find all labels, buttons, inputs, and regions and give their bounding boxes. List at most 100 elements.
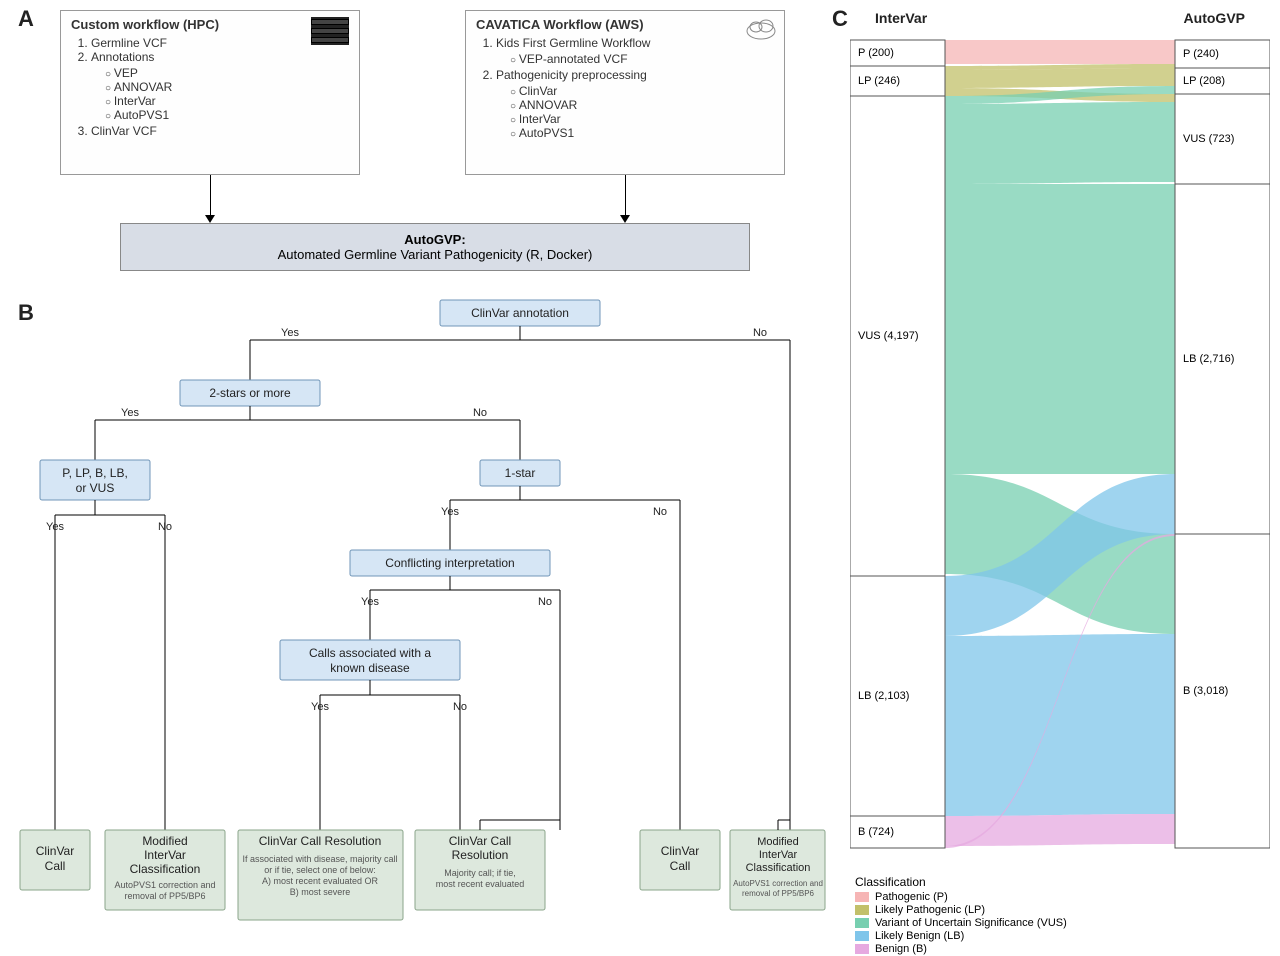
sankey-node-label: LB (2,716) bbox=[1179, 184, 1266, 534]
workflow-item: ClinVar VCF bbox=[91, 124, 349, 138]
sankey-node-label: P (200) bbox=[854, 40, 941, 66]
leaf-clinvar-call-2: ClinVar Call bbox=[640, 830, 720, 890]
leaf-clinvar-call-1: ClinVar Call bbox=[20, 830, 90, 890]
panel-label-c: C bbox=[832, 6, 848, 32]
svg-text:Call: Call bbox=[670, 859, 691, 873]
node-clinvar-annotation: ClinVar annotation bbox=[440, 300, 600, 326]
svg-text:Yes: Yes bbox=[361, 596, 379, 608]
node-plp: P, LP, B, LB, or VUS bbox=[40, 460, 150, 500]
custom-workflow-list: Germline VCFAnnotationsVEPANNOVARInterVa… bbox=[77, 36, 349, 138]
connector-right bbox=[625, 175, 626, 215]
svg-text:or VUS: or VUS bbox=[76, 481, 115, 495]
workflow-subitem: ClinVar bbox=[510, 84, 774, 98]
sankey-flow bbox=[945, 634, 1175, 816]
sankey-node-label: VUS (723) bbox=[1179, 94, 1266, 184]
connector-left bbox=[210, 175, 211, 215]
svg-text:Majority call; if tie,: Majority call; if tie, bbox=[444, 868, 516, 878]
svg-text:InterVar: InterVar bbox=[144, 848, 186, 862]
svg-text:ClinVar: ClinVar bbox=[661, 844, 699, 858]
svg-text:Yes: Yes bbox=[441, 506, 459, 518]
svg-text:removal of PP5/BP6: removal of PP5/BP6 bbox=[742, 889, 815, 898]
sankey-flow bbox=[945, 184, 1175, 474]
flowchart: ClinVar annotation Yes No 2-stars or mor… bbox=[0, 290, 830, 950]
node-2stars: 2-stars or more bbox=[180, 380, 320, 406]
autogvp-title: AutoGVP: bbox=[133, 232, 737, 247]
svg-text:AutoPVS1 correction and: AutoPVS1 correction and bbox=[114, 880, 215, 890]
svg-text:AutoPVS1 correction and: AutoPVS1 correction and bbox=[733, 879, 823, 888]
workflow-subitem: InterVar bbox=[105, 94, 349, 108]
sankey-flow bbox=[945, 102, 1175, 184]
svg-text:P, LP, B, LB,: P, LP, B, LB, bbox=[62, 466, 128, 480]
sankey-diagram: InterVar AutoGVP P (200)LP (246)VUS (4,1… bbox=[850, 10, 1270, 880]
workflow-item: Pathogenicity preprocessingClinVarANNOVA… bbox=[496, 68, 774, 140]
sankey-node-label: LB (2,103) bbox=[854, 576, 941, 816]
legend-label: Benign (B) bbox=[875, 943, 927, 955]
svg-text:ClinVar Call Resolution: ClinVar Call Resolution bbox=[259, 834, 382, 848]
sankey-flow bbox=[945, 40, 1175, 64]
svg-text:most recent evaluated: most recent evaluated bbox=[436, 879, 525, 889]
legend-label: Likely Benign (LB) bbox=[875, 930, 964, 942]
svg-text:No: No bbox=[538, 596, 552, 608]
sankey-node-label: B (3,018) bbox=[1179, 534, 1266, 848]
workflow-item: AnnotationsVEPANNOVARInterVarAutoPVS1 bbox=[91, 50, 349, 122]
legend-swatch bbox=[855, 892, 869, 902]
legend-item: Likely Benign (LB) bbox=[855, 930, 1067, 942]
leaf-clinvar-resolution-2: ClinVar Call Resolution Majority call; i… bbox=[415, 830, 545, 910]
svg-text:Yes: Yes bbox=[46, 521, 64, 533]
arrow-right bbox=[620, 215, 630, 223]
svg-text:Yes: Yes bbox=[281, 327, 299, 339]
sankey-flow bbox=[945, 68, 1175, 88]
sankey-node-label: B (724) bbox=[854, 816, 941, 848]
svg-text:Modified: Modified bbox=[142, 834, 187, 848]
node-conflicting: Conflicting interpretation bbox=[350, 550, 550, 576]
cavatica-workflow-title: CAVATICA Workflow (AWS) bbox=[476, 17, 774, 32]
legend-label: Likely Pathogenic (LP) bbox=[875, 904, 985, 916]
svg-text:No: No bbox=[453, 701, 467, 713]
cavatica-workflow-box: CAVATICA Workflow (AWS) Kids First Germl… bbox=[465, 10, 785, 175]
svg-text:ClinVar Call: ClinVar Call bbox=[449, 834, 511, 848]
custom-workflow-title: Custom workflow (HPC) bbox=[71, 17, 349, 32]
svg-text:Yes: Yes bbox=[311, 701, 329, 713]
svg-text:Resolution: Resolution bbox=[452, 848, 509, 862]
svg-text:No: No bbox=[473, 407, 487, 419]
custom-workflow-box: Custom workflow (HPC) Germline VCFAnnota… bbox=[60, 10, 360, 175]
svg-text:Modified: Modified bbox=[757, 836, 799, 848]
svg-text:No: No bbox=[653, 506, 667, 518]
legend-swatch bbox=[855, 918, 869, 928]
workflow-subitem: ANNOVAR bbox=[105, 80, 349, 94]
svg-text:No: No bbox=[753, 327, 767, 339]
leaf-modified-intervar-1: Modified InterVar Classification AutoPVS… bbox=[105, 830, 225, 910]
workflow-subitem: InterVar bbox=[510, 112, 774, 126]
sankey-node-label: LP (208) bbox=[1179, 68, 1266, 94]
sankey-node-label: VUS (4,197) bbox=[854, 96, 941, 576]
svg-text:Call: Call bbox=[45, 859, 66, 873]
svg-text:B) most severe: B) most severe bbox=[290, 887, 351, 897]
svg-text:known disease: known disease bbox=[330, 661, 410, 675]
svg-text:A) most recent evaluated OR: A) most recent evaluated OR bbox=[262, 876, 379, 886]
leaf-clinvar-resolution-1: ClinVar Call Resolution If associated wi… bbox=[238, 830, 403, 920]
svg-text:Classification: Classification bbox=[746, 862, 811, 874]
svg-text:ClinVar: ClinVar bbox=[36, 844, 74, 858]
legend-swatch bbox=[855, 931, 869, 941]
workflow-subitem: VEP-annotated VCF bbox=[510, 52, 774, 66]
sankey-right-header: AutoGVP bbox=[1184, 10, 1245, 26]
cavatica-workflow-list: Kids First Germline WorkflowVEP-annotate… bbox=[482, 36, 774, 140]
svg-text:Conflicting interpretation: Conflicting interpretation bbox=[385, 556, 514, 570]
svg-text:If associated with disease, ma: If associated with disease, majority cal… bbox=[242, 854, 397, 864]
workflow-subitem: ANNOVAR bbox=[510, 98, 774, 112]
autogvp-subtitle: Automated Germline Variant Pathogenicity… bbox=[133, 247, 737, 262]
sankey-node-label: LP (246) bbox=[854, 66, 941, 96]
legend-item: Likely Pathogenic (LP) bbox=[855, 904, 1067, 916]
legend-title: Classification bbox=[855, 875, 1067, 889]
svg-text:removal of PP5/BP6: removal of PP5/BP6 bbox=[124, 891, 205, 901]
legend-item: Benign (B) bbox=[855, 943, 1067, 955]
legend-label: Variant of Uncertain Significance (VUS) bbox=[875, 917, 1067, 929]
node-disease: Calls associated with a known disease bbox=[280, 640, 460, 680]
legend-swatch bbox=[855, 944, 869, 954]
leaf-modified-intervar-2: Modified InterVar Classification AutoPVS… bbox=[730, 830, 825, 910]
svg-text:No: No bbox=[158, 521, 172, 533]
workflow-subitem: AutoPVS1 bbox=[105, 108, 349, 122]
sankey-node-label: P (240) bbox=[1179, 40, 1266, 68]
svg-text:Classification: Classification bbox=[130, 862, 201, 876]
svg-text:2-stars or more: 2-stars or more bbox=[209, 386, 291, 400]
